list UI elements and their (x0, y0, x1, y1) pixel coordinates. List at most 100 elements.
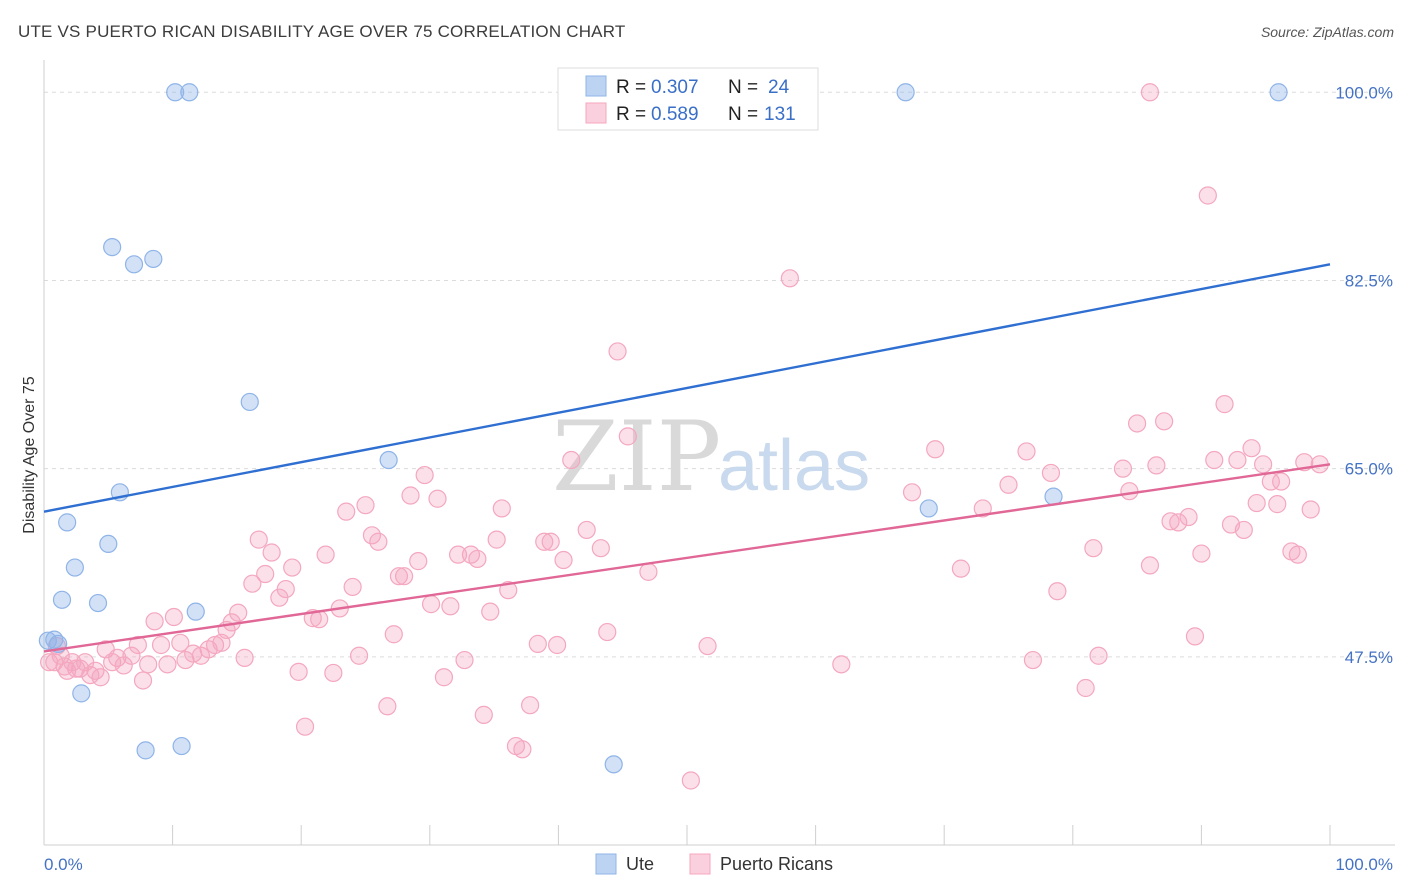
puerto-ricans-point-50 (337, 502, 356, 521)
legend-r-label-ute: R = (616, 77, 646, 98)
puerto-ricans-point-60 (401, 486, 420, 505)
puerto-ricans-point-125 (1247, 493, 1266, 513)
ute-point-16 (136, 741, 155, 760)
puerto-ricans-point-23 (158, 655, 177, 674)
puerto-ricans-point-72 (481, 602, 500, 621)
x-tick-labels: 0.0% 100.0% (44, 855, 1393, 874)
puerto-ricans-point-21 (145, 612, 164, 631)
puerto-ricans-point-128 (1268, 495, 1287, 514)
puerto-ricans-point-34 (229, 603, 248, 622)
puerto-ricans-point-102 (1041, 463, 1061, 483)
puerto-ricans-point-44 (295, 717, 315, 736)
puerto-ricans-point-37 (249, 530, 268, 549)
correlation-legend: R = 0.307 N = 24 R = 0.589 N = 131 (557, 67, 819, 131)
puerto-ricans-point-103 (1048, 582, 1067, 601)
puerto-ricans-point-53 (356, 496, 375, 515)
puerto-ricans-point-88 (608, 342, 627, 361)
ute-point-22 (919, 499, 938, 518)
puerto-ricans-point-20 (139, 655, 158, 674)
puerto-ricans-point-113 (1161, 512, 1180, 531)
ute-point-10 (103, 238, 122, 257)
puerto-ricans-point-79 (528, 634, 547, 654)
puerto-ricans-point-73 (487, 530, 506, 549)
puerto-ricans-point-131 (1288, 545, 1307, 564)
puerto-ricans-point-48 (324, 663, 343, 683)
y-tick-label-1: 82.5% (1345, 271, 1393, 290)
puerto-ricans-point-66 (441, 597, 460, 616)
puerto-ricans-point-129 (1272, 472, 1291, 491)
puerto-ricans-point-86 (591, 539, 610, 558)
x-tick-label-1: 100.0% (1335, 855, 1393, 874)
data-points (38, 83, 1329, 790)
axes (43, 60, 1395, 846)
ute-point-4 (65, 558, 84, 577)
puerto-ricans-point-110 (1140, 556, 1160, 575)
ute-point-3 (58, 513, 77, 532)
ute-point-11 (124, 255, 144, 274)
puerto-ricans-point-98 (973, 499, 992, 518)
ute-point-6 (72, 684, 91, 703)
puerto-ricans-point-41 (276, 579, 295, 599)
puerto-ricans-point-70 (468, 549, 487, 569)
puerto-ricans-point-57 (384, 625, 403, 644)
puerto-ricans-point-15 (108, 648, 127, 667)
puerto-ricans-point-95 (902, 483, 922, 502)
puerto-ricans-point-38 (256, 564, 275, 584)
series-swatch-puerto-ricans (689, 853, 711, 875)
puerto-ricans-point-74 (492, 499, 511, 518)
legend-swatch-puerto-ricans (585, 102, 607, 124)
puerto-ricans-point-97 (951, 559, 971, 578)
ute-point-13 (166, 83, 185, 102)
puerto-ricans-point-55 (369, 532, 388, 551)
puerto-ricans-point-133 (1301, 500, 1320, 519)
ute-point-0 (38, 631, 57, 650)
puerto-ricans-point-65 (434, 668, 454, 687)
puerto-ricans-point-56 (378, 697, 397, 716)
ute-point-18 (240, 392, 259, 412)
puerto-ricans-point-39 (262, 543, 281, 562)
puerto-ricans-point-108 (1120, 482, 1139, 501)
puerto-ricans-point-89 (618, 427, 637, 446)
ute-point-12 (144, 249, 163, 269)
puerto-ricans-point-83 (554, 550, 573, 570)
puerto-ricans-point-78 (521, 696, 540, 715)
puerto-ricans-point-100 (1017, 442, 1036, 461)
legend-n-label-puerto-ricans: N = (728, 104, 758, 125)
puerto-ricans-point-71 (474, 705, 493, 724)
puerto-ricans-point-91 (681, 771, 700, 790)
puerto-ricans-point-12 (91, 668, 110, 687)
legend-n-value-puerto-ricans: 131 (764, 104, 796, 125)
puerto-ricans-point-3 (51, 646, 70, 665)
puerto-ricans-point-54 (362, 526, 382, 545)
ute-point-15 (186, 602, 205, 621)
puerto-ricans-point-101 (1023, 650, 1043, 670)
x-tick-label-0: 0.0% (44, 855, 83, 874)
puerto-ricans-point-77 (513, 740, 532, 759)
ute-point-24 (1269, 83, 1288, 102)
puerto-ricans-point-106 (1089, 646, 1108, 665)
puerto-ricans-point-25 (171, 633, 190, 652)
y-tick-labels: 100.0% 82.5% 65.0% 47.5% (1335, 83, 1393, 667)
puerto-ricans-point-64 (428, 489, 447, 508)
puerto-ricans-point-122 (1228, 450, 1247, 470)
puerto-ricans-point-116 (1185, 627, 1205, 646)
puerto-ricans-point-119 (1205, 450, 1224, 470)
ute-point-17 (172, 736, 191, 756)
puerto-ricans-point-36 (243, 574, 262, 593)
puerto-ricans-point-81 (541, 532, 560, 551)
puerto-ricans-point-68 (455, 650, 474, 670)
puerto-ricans-point-47 (316, 545, 335, 564)
puerto-ricans-point-118 (1198, 186, 1217, 205)
puerto-ricans-point-42 (283, 558, 302, 577)
puerto-ricans-point-19 (133, 671, 153, 690)
puerto-ricans-point-51 (343, 577, 362, 597)
y-tick-label-2: 65.0% (1345, 460, 1393, 479)
series-label-ute: Ute (626, 854, 654, 874)
y-axis-title: Disability Age Over 75 (21, 376, 38, 534)
puerto-ricans-point-93 (780, 269, 799, 288)
puerto-ricans-point-107 (1113, 459, 1133, 478)
puerto-ricans-point-17 (122, 646, 141, 665)
series-swatch-ute (595, 853, 617, 875)
puerto-ricans-point-111 (1147, 456, 1166, 475)
